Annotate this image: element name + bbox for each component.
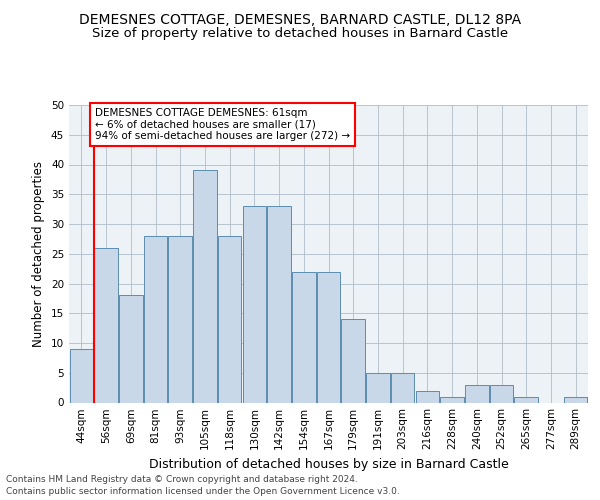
- Bar: [416, 390, 439, 402]
- Bar: [218, 236, 241, 402]
- Bar: [317, 272, 340, 402]
- Y-axis label: Number of detached properties: Number of detached properties: [32, 161, 46, 347]
- Bar: [268, 206, 291, 402]
- Bar: [292, 272, 316, 402]
- Text: Contains HM Land Registry data © Crown copyright and database right 2024.: Contains HM Land Registry data © Crown c…: [6, 475, 358, 484]
- Bar: [70, 349, 93, 403]
- Bar: [490, 384, 513, 402]
- Bar: [440, 396, 464, 402]
- Bar: [391, 373, 415, 402]
- Bar: [242, 206, 266, 402]
- Bar: [341, 319, 365, 402]
- Bar: [514, 396, 538, 402]
- Text: Contains public sector information licensed under the Open Government Licence v3: Contains public sector information licen…: [6, 487, 400, 496]
- Bar: [94, 248, 118, 402]
- Bar: [193, 170, 217, 402]
- Bar: [119, 296, 143, 403]
- Bar: [465, 384, 488, 402]
- Text: Size of property relative to detached houses in Barnard Castle: Size of property relative to detached ho…: [92, 28, 508, 40]
- Text: DEMESNES COTTAGE DEMESNES: 61sqm
← 6% of detached houses are smaller (17)
94% of: DEMESNES COTTAGE DEMESNES: 61sqm ← 6% of…: [95, 108, 350, 141]
- Bar: [366, 373, 389, 402]
- Bar: [564, 396, 587, 402]
- Bar: [169, 236, 192, 402]
- Bar: [144, 236, 167, 402]
- X-axis label: Distribution of detached houses by size in Barnard Castle: Distribution of detached houses by size …: [149, 458, 508, 471]
- Text: DEMESNES COTTAGE, DEMESNES, BARNARD CASTLE, DL12 8PA: DEMESNES COTTAGE, DEMESNES, BARNARD CAST…: [79, 12, 521, 26]
